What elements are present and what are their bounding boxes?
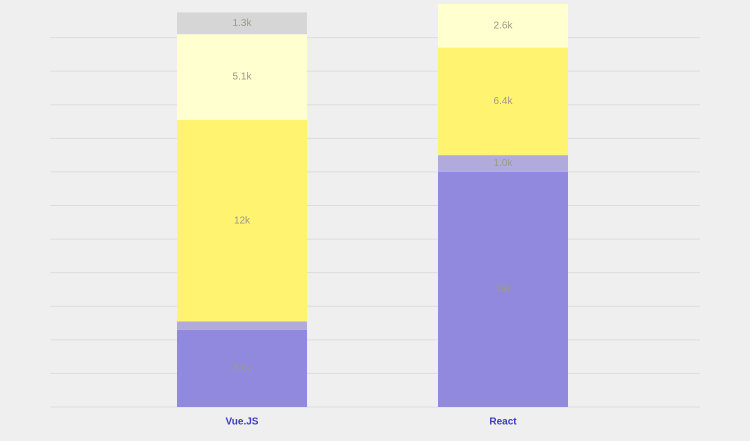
bar-segment: [438, 155, 568, 172]
x-tick-label: Vue.JS: [226, 417, 259, 428]
value-label: 14k: [495, 284, 512, 295]
bar-segment: [177, 34, 307, 120]
bar-segment: [438, 47, 568, 156]
value-label: 2.6k: [494, 20, 514, 31]
bar-segment: [177, 329, 307, 407]
bar-segment: [438, 171, 568, 407]
value-label: 12k: [234, 215, 251, 226]
value-label: 1.3k: [233, 18, 253, 29]
bar-segment: [177, 12, 307, 35]
value-label: 4.6k: [233, 363, 253, 374]
x-tick-label: React: [489, 417, 517, 428]
value-label: 6.4k: [494, 96, 514, 107]
bar-segment: [177, 321, 307, 330]
bar-segment: [177, 119, 307, 322]
bar-segment: [438, 4, 568, 48]
value-label: 1.0k: [494, 158, 514, 169]
value-label: 5.1k: [233, 72, 253, 83]
